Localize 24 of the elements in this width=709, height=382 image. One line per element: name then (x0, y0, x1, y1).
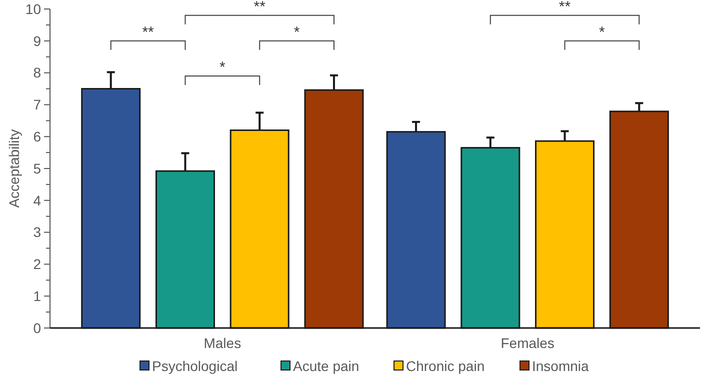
y-tick-label: 0 (33, 320, 42, 336)
annotation: * (599, 24, 606, 41)
y-tick-label: 2 (33, 256, 42, 272)
x-tick-label: Males (204, 335, 242, 351)
y-tick-label: 5 (33, 160, 42, 176)
x-tick-label: Females (500, 335, 554, 351)
y-tick-label: 6 (33, 128, 42, 144)
annotation: ** (142, 24, 154, 41)
legend-label: Psychological (152, 358, 238, 374)
y-axis-title: Acceptability (6, 129, 22, 208)
legend-label: Acute pain (293, 358, 360, 374)
y-tick-label: 10 (25, 0, 42, 17)
y-tick-label: 3 (33, 224, 42, 240)
annotation: * (219, 58, 226, 76)
y-tick-label: 4 (33, 192, 42, 208)
y-tick-label: 8 (33, 64, 42, 81)
legend-label: Insomnia (532, 358, 590, 374)
y-tick-label: 7 (33, 96, 42, 113)
annotation: ** (558, 0, 571, 16)
annotation: * (294, 24, 300, 41)
y-tick-label: 9 (33, 32, 42, 49)
annotation: ** (254, 0, 266, 16)
y-tick-label: 1 (33, 288, 42, 304)
legend-label: Chronic pain (406, 358, 485, 374)
